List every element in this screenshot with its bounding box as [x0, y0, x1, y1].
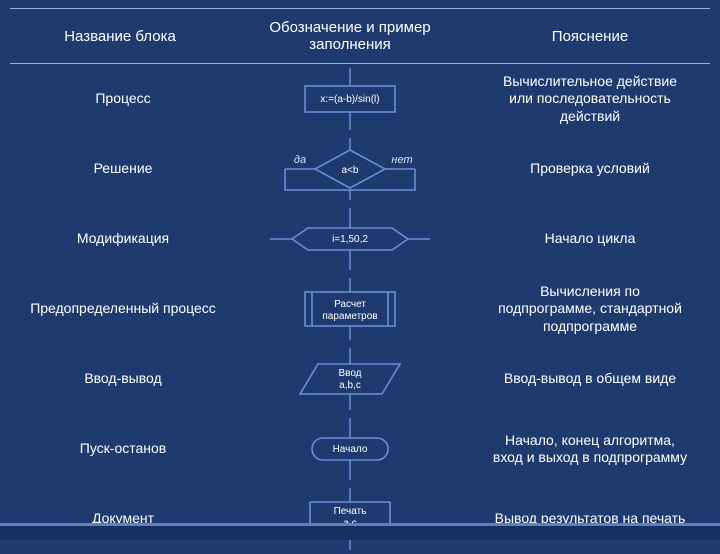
- block-name: Процесс: [10, 64, 230, 135]
- block-shape-cell: Печатьa,c: [230, 484, 470, 554]
- table-row: Пуск-останов Начало Начало, конец алгори…: [10, 414, 710, 484]
- table-row: Документ Печатьa,c Вывод результатов на …: [10, 484, 710, 554]
- svg-text:Начало: Начало: [333, 444, 368, 455]
- table-row: Ввод-вывод Вводa,b,c Ввод-вывод в общем …: [10, 344, 710, 414]
- block-name: Предопределенный процесс: [10, 274, 230, 344]
- svg-text:Вводa,b,c: Вводa,b,c: [338, 368, 361, 391]
- svg-text:нет: нет: [391, 154, 412, 166]
- block-desc: Вывод результатов на печать: [470, 484, 710, 554]
- svg-text:да: да: [294, 154, 306, 166]
- block-name: Документ: [10, 484, 230, 554]
- table-row: Процесс x:=(a-b)/sin(l) Вычислительное д…: [10, 64, 710, 135]
- block-desc: Вычисления поподпрограмме, стандартнойпо…: [470, 274, 710, 344]
- block-shape-cell: Начало: [230, 414, 470, 484]
- svg-text:i=1,50,2: i=1,50,2: [332, 234, 368, 245]
- block-desc: Ввод-вывод в общем виде: [470, 344, 710, 414]
- svg-text:a<b: a<b: [342, 165, 359, 176]
- table-row: Модификация i=1,50,2 Начало цикла: [10, 204, 710, 274]
- block-desc: Вычислительное действиеили последователь…: [470, 64, 710, 135]
- header-desc: Пояснение: [470, 9, 710, 64]
- block-name: Пуск-останов: [10, 414, 230, 484]
- header-example: Обозначение и примерзаполнения: [230, 9, 470, 64]
- block-desc: Начало, конец алгоритма,вход и выход в п…: [470, 414, 710, 484]
- table-row: Решение a<b да нет Проверка условий: [10, 134, 710, 204]
- block-name: Модификация: [10, 204, 230, 274]
- block-shape-cell: Расчетпараметров: [230, 274, 470, 344]
- block-name: Ввод-вывод: [10, 344, 230, 414]
- block-shape-cell: Вводa,b,c: [230, 344, 470, 414]
- table-row: Предопределенный процесс Расчетпараметро…: [10, 274, 710, 344]
- flowchart-blocks-table: Название блока Обозначение и примерзапол…: [10, 8, 710, 554]
- block-name: Решение: [10, 134, 230, 204]
- block-shape-cell: a<b да нет: [230, 134, 470, 204]
- block-desc: Проверка условий: [470, 134, 710, 204]
- header-name: Название блока: [10, 9, 230, 64]
- block-shape-cell: i=1,50,2: [230, 204, 470, 274]
- table-header-row: Название блока Обозначение и примерзапол…: [10, 9, 710, 64]
- svg-text:Расчетпараметров: Расчетпараметров: [322, 299, 377, 322]
- block-shape-cell: x:=(a-b)/sin(l): [230, 64, 470, 135]
- footer-bar: [0, 523, 720, 540]
- svg-text:x:=(a-b)/sin(l): x:=(a-b)/sin(l): [320, 94, 379, 105]
- block-desc: Начало цикла: [470, 204, 710, 274]
